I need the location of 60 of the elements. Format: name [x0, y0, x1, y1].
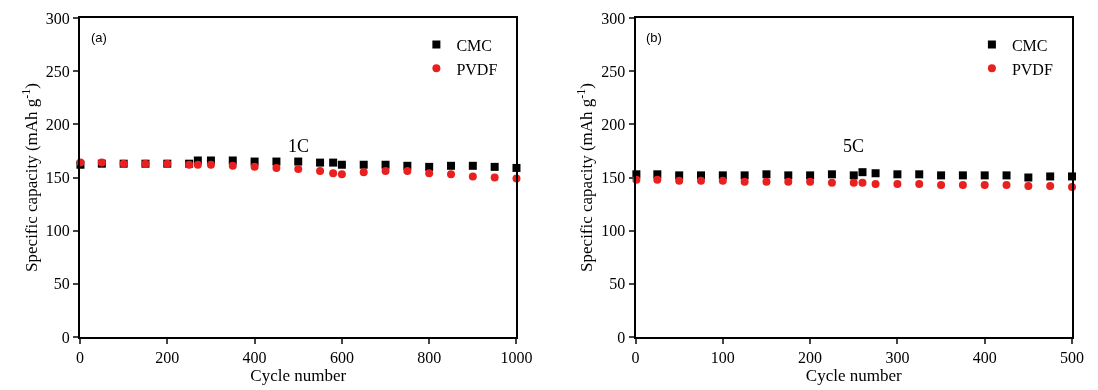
- x-tick-label: 100: [710, 349, 735, 367]
- y-tick-label: 200: [45, 115, 70, 133]
- point: [206, 160, 215, 169]
- annotation: 1C: [288, 136, 310, 156]
- point: [359, 160, 368, 169]
- point: [447, 170, 456, 179]
- legend-label: PVDF: [456, 60, 498, 78]
- y-tick-label: 150: [601, 169, 626, 187]
- x-tick-label: 500: [1060, 349, 1084, 367]
- point: [294, 164, 303, 173]
- x-tick-label: 200: [798, 349, 823, 367]
- x-tick-label: 300: [885, 349, 910, 367]
- point: [381, 167, 390, 176]
- point: [316, 167, 325, 176]
- point: [468, 161, 477, 170]
- x-tick-label: 1000: [500, 349, 533, 367]
- legend-label: PVDF: [1011, 60, 1053, 78]
- point: [403, 167, 412, 176]
- x-tick-label: 400: [242, 349, 267, 367]
- point: [294, 157, 303, 166]
- y-tick-label: 100: [601, 222, 626, 240]
- point: [490, 162, 499, 171]
- point: [329, 158, 338, 167]
- x-tick-label: 200: [155, 349, 180, 367]
- y-tick-label: 200: [601, 115, 626, 133]
- y-tick-label: 150: [45, 169, 70, 187]
- point: [337, 160, 346, 169]
- annotation: (b): [646, 30, 662, 45]
- annotation: 5C: [843, 136, 865, 156]
- y-tick-label: 100: [45, 222, 70, 240]
- point: [316, 158, 325, 167]
- x-tick-label: 600: [329, 349, 354, 367]
- point: [329, 169, 338, 178]
- y-tick-label: 50: [609, 275, 626, 293]
- y-tick-label: 0: [617, 328, 626, 346]
- point: [490, 173, 499, 182]
- legend-label: CMC: [456, 36, 492, 54]
- x-tick-label: 0: [631, 349, 640, 367]
- x-axis-title: Cycle number: [805, 366, 903, 386]
- point: [193, 160, 202, 169]
- x-tick-label: 400: [972, 349, 997, 367]
- annotation: (a): [91, 30, 107, 45]
- x-tick-label: 800: [417, 349, 442, 367]
- point: [468, 172, 477, 181]
- point: [250, 162, 259, 171]
- point: [359, 168, 368, 177]
- y-tick-label: 250: [601, 62, 626, 80]
- legend-label: CMC: [1011, 36, 1048, 54]
- x-axis-title: Cycle number: [250, 366, 347, 386]
- y-tick-label: 50: [53, 275, 70, 293]
- point: [337, 170, 346, 179]
- point: [425, 169, 434, 178]
- y-tick-label: 250: [45, 62, 70, 80]
- x-tick-label: 0: [76, 349, 84, 367]
- point: [447, 161, 456, 170]
- point: [228, 161, 237, 170]
- y-tick-label: 300: [45, 9, 70, 27]
- y-tick-label: 0: [61, 328, 70, 346]
- y-tick-label: 300: [601, 9, 626, 27]
- point: [272, 163, 281, 172]
